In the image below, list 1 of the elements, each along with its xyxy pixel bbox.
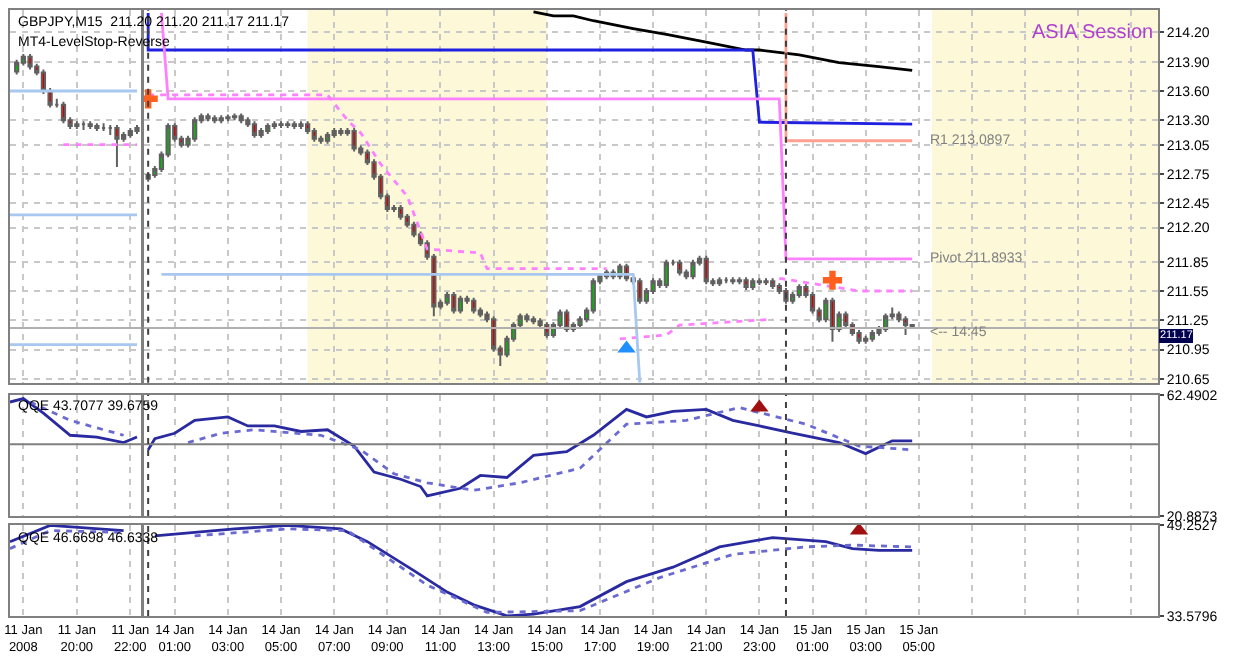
band-label: ASIA Session bbox=[1032, 22, 1154, 44]
